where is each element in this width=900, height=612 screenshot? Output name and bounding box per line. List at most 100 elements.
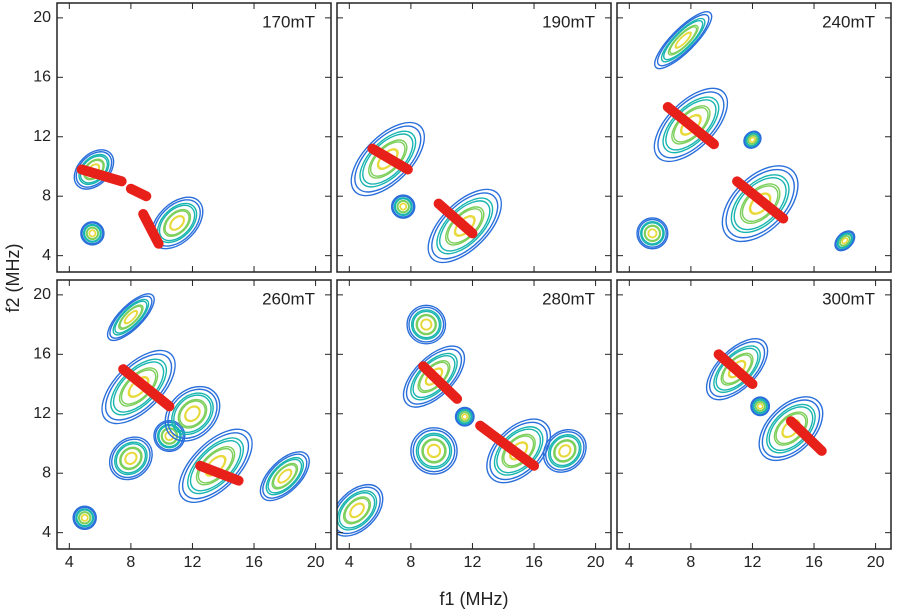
contour (761, 399, 821, 458)
contour (120, 447, 142, 469)
contour (106, 293, 155, 342)
contour (663, 20, 704, 61)
panel-frame (56, 279, 332, 550)
ridge (195, 460, 244, 486)
panel (337, 304, 587, 537)
y-tick-label: 8 (42, 187, 51, 204)
contour (277, 468, 293, 484)
contour (755, 401, 766, 412)
contour (337, 483, 384, 537)
x-tick-label: 12 (744, 554, 762, 571)
ridge (433, 198, 478, 239)
contour (124, 310, 138, 324)
contour (177, 398, 208, 429)
contour (124, 452, 137, 465)
panel-frame (56, 2, 332, 273)
contour (410, 427, 458, 475)
contour (82, 223, 102, 243)
contour (154, 421, 184, 451)
panel-label: 190mT (542, 12, 595, 31)
contour (265, 456, 305, 496)
contour (81, 514, 89, 522)
contour (837, 233, 853, 249)
contour (399, 202, 407, 211)
y-tick-label: 20 (33, 286, 51, 303)
x-tick-label: 8 (406, 554, 415, 571)
panel-label: 300mT (822, 289, 875, 308)
contour (406, 304, 447, 345)
x-axis-label: f1 (MHz) (440, 589, 509, 609)
contour (416, 314, 436, 335)
x-tick-label: 4 (345, 554, 354, 571)
contour (164, 431, 174, 441)
y-tick-label: 8 (42, 464, 51, 481)
x-tick-label: 20 (587, 554, 605, 571)
contour (669, 26, 698, 55)
ridge (125, 183, 152, 202)
contour (164, 385, 221, 442)
contour (109, 295, 153, 339)
contour (88, 229, 97, 237)
ridge (118, 364, 175, 412)
x-tick-label: 16 (245, 554, 263, 571)
x-tick-label: 16 (805, 554, 823, 571)
contour (757, 403, 764, 410)
contour (549, 435, 581, 467)
contour (773, 411, 809, 446)
panel-frame (616, 279, 892, 550)
contour (394, 198, 412, 216)
x-tick-label: 16 (525, 554, 543, 571)
contour (179, 400, 206, 428)
contour (350, 121, 426, 197)
contour (119, 446, 143, 471)
contour (267, 458, 303, 494)
contour (558, 444, 571, 457)
contour (422, 439, 446, 463)
contour (259, 451, 310, 502)
contour (337, 490, 378, 531)
contour (83, 224, 102, 242)
contour (743, 130, 762, 149)
contour (408, 306, 445, 343)
y-tick-label: 16 (33, 69, 51, 86)
panel-frame (336, 279, 612, 550)
contour (108, 436, 153, 481)
contour (78, 511, 91, 524)
y-tick-label: 20 (33, 9, 51, 26)
contour (158, 204, 196, 242)
contour (553, 439, 577, 463)
contour (421, 438, 447, 464)
x-tick-label: 20 (867, 554, 885, 571)
contour (640, 220, 665, 246)
contour (750, 396, 771, 417)
contour (775, 413, 807, 445)
ridge (418, 361, 463, 404)
contour (641, 222, 664, 245)
contour (115, 443, 147, 474)
contour (412, 429, 456, 473)
contour (542, 428, 587, 473)
panel (350, 121, 502, 264)
panel (72, 293, 310, 531)
contour (163, 208, 192, 238)
contour (660, 17, 706, 63)
ridge (785, 416, 827, 456)
contour (841, 237, 848, 244)
panel-frame (616, 2, 892, 273)
contour (86, 227, 99, 240)
panel (73, 149, 204, 250)
x-tick-label: 4 (65, 554, 74, 571)
x-tick-label: 4 (625, 554, 634, 571)
contour (119, 305, 143, 329)
contour (410, 309, 442, 340)
contour (344, 497, 370, 524)
contour (745, 133, 759, 147)
contour (427, 444, 441, 458)
contour (72, 505, 97, 531)
contour (654, 11, 713, 70)
contour (277, 469, 292, 484)
panel-label: 240mT (822, 12, 875, 31)
contour (544, 431, 585, 471)
contour (189, 440, 242, 492)
